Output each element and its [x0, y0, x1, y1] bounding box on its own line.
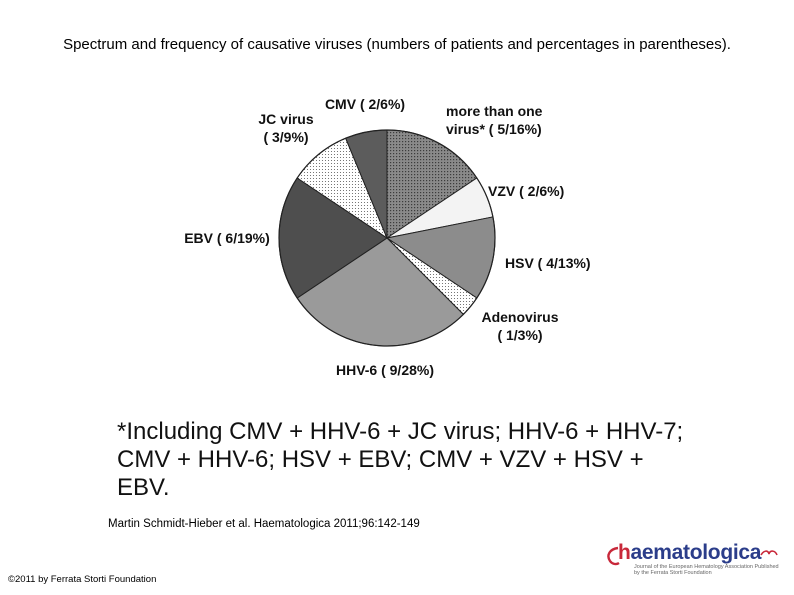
- logo-mark-icon: [760, 550, 778, 556]
- slice-label: JC virus( 3/9%): [258, 111, 313, 145]
- slice-label: VZV ( 2/6%): [488, 183, 564, 199]
- pie-outline: [278, 129, 496, 347]
- footnote: *Including CMV + HHV-6 + JC virus; HHV-6…: [117, 418, 684, 501]
- slice-label: more than one virus* ( 5/16%): [446, 103, 543, 137]
- logo-name: aematologica: [630, 541, 762, 564]
- logo-wordmark: haematologica: [618, 541, 761, 565]
- slice-label: EBV ( 6/19%): [184, 230, 270, 246]
- slice-label: Adenovirus( 1/3%): [481, 309, 558, 343]
- logo-tagline: Journal of the European Hematology Assoc…: [634, 564, 779, 576]
- citation: Martin Schmidt-Hieber et al. Haematologi…: [108, 518, 420, 530]
- logo-swirl-icon: [607, 546, 620, 566]
- logo-prefix: h: [618, 541, 631, 564]
- pie-chart: more than one virus* ( 5/16%) VZV ( 2/6%) H…: [184, 96, 591, 378]
- slice-label: HSV ( 4/13%): [505, 255, 591, 271]
- slice-label: HHV-6 ( 9/28%): [336, 362, 434, 378]
- copyright: ©2011 by Ferrata Storti Foundation: [8, 574, 157, 585]
- slice-label: CMV ( 2/6%): [325, 96, 405, 112]
- figure-title: Spectrum and frequency of causative viru…: [63, 36, 731, 53]
- haematologica-logo: haematologica Journal of the European He…: [604, 541, 784, 579]
